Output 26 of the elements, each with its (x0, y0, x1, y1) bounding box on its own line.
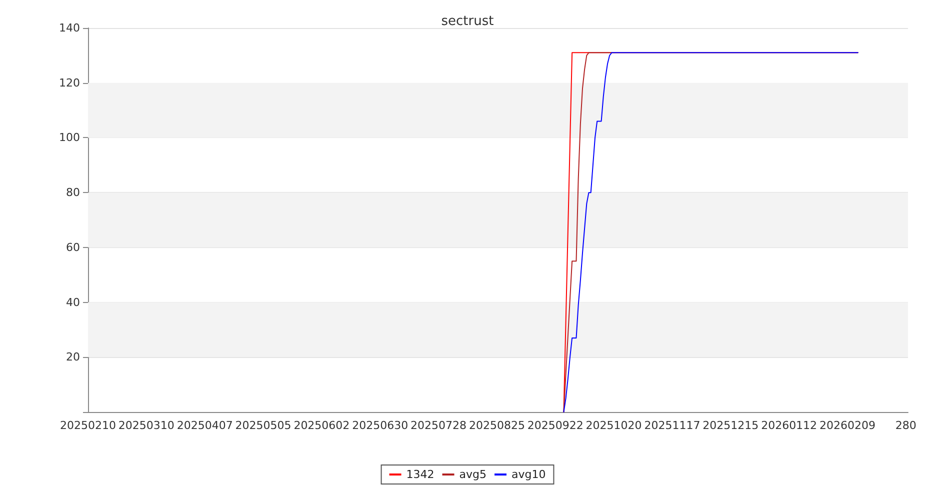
x-tick-label: 20250922 (527, 419, 584, 432)
x-tick-label: 20250505 (235, 419, 292, 432)
x-tick-label: 20250407 (176, 419, 233, 432)
x-tick-label: 20251215 (702, 419, 759, 432)
x-tick-label: 20250210 (60, 419, 116, 432)
legend-label: avg5 (459, 468, 486, 481)
x-tick-label: 20250602 (294, 419, 350, 432)
x-tick-label: 280 (895, 419, 916, 432)
x-tick-label: 20250310 (118, 419, 174, 432)
y-tick-label: 120 (59, 76, 80, 90)
legend-label: 1342 (406, 468, 434, 481)
x-tick-label: 20250630 (352, 419, 408, 432)
x-tick-label: 20250728 (410, 419, 467, 432)
y-tick-label: 140 (59, 22, 80, 34)
x-tick-label: 20251117 (644, 419, 700, 432)
y-tick-label: 100 (59, 131, 80, 144)
chart-title: sectrust (441, 14, 494, 29)
x-tick-label: 20260112 (761, 419, 818, 432)
y-tick-label: 20 (66, 350, 80, 364)
y-tick-label: 40 (66, 296, 80, 309)
y-tick-label: 80 (66, 186, 80, 200)
legend-label: avg10 (512, 468, 546, 481)
y-tick-label: 60 (66, 240, 80, 254)
x-tick-label: 20250825 (468, 419, 525, 432)
x-tick-label: 20251020 (586, 419, 642, 432)
x-tick-label: 20260209 (819, 419, 876, 432)
